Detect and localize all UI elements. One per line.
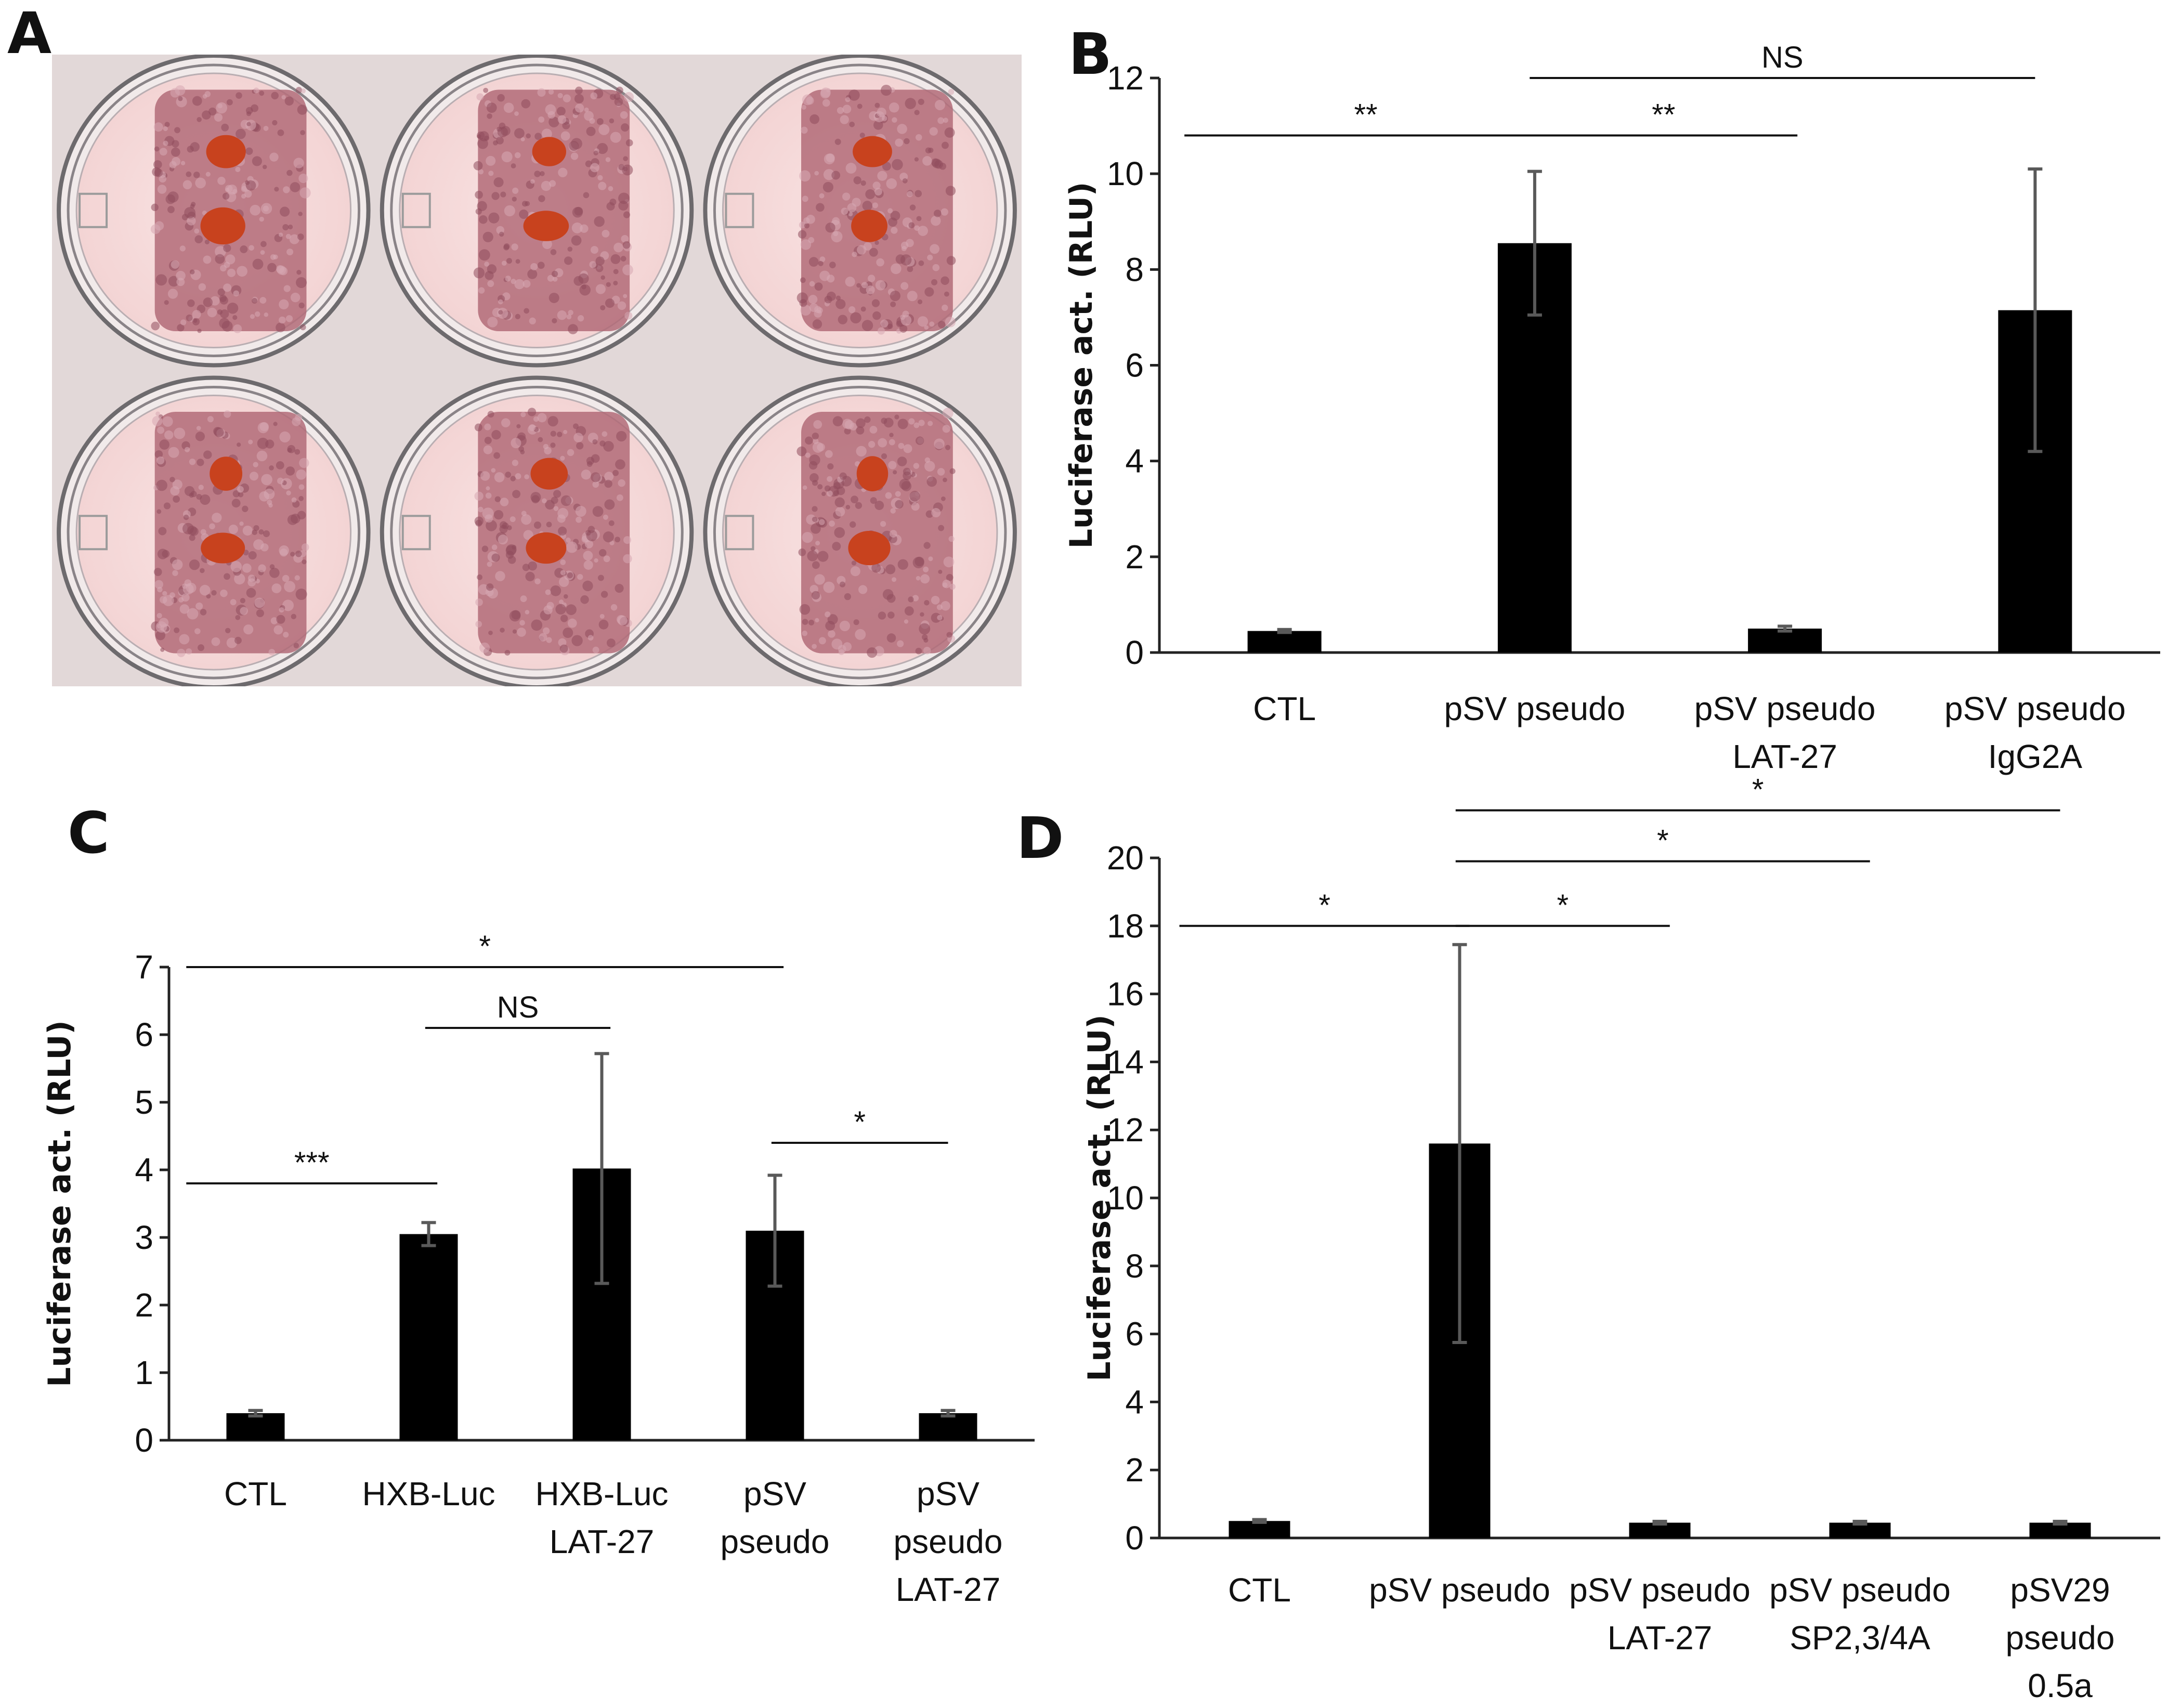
category-label: 0.5a <box>2028 1667 2093 1704</box>
significance-label: NS <box>497 990 539 1024</box>
y-tick-label: 10 <box>1107 1179 1144 1217</box>
cell-pellet <box>530 458 568 490</box>
category-label: CTL <box>224 1475 287 1513</box>
chart-b: 0 2 4 6 8 10 12 Luciferase act. (RLU) CTL pSV pse… <box>1063 41 2160 775</box>
chart-d: 0 2 4 6 8 10 12 14 16 18 20 Luciferase act. (RLU) CT… <box>1081 773 2160 1704</box>
y-tick-label: 14 <box>1107 1043 1144 1080</box>
significance-label: *** <box>294 1146 330 1180</box>
category-label: pSV pseudo <box>1769 1571 1951 1609</box>
panel-letter-a: A <box>7 0 51 67</box>
category-label: HXB-Luc <box>362 1475 495 1513</box>
bar <box>399 1234 458 1440</box>
category-label: pSV pseudo <box>1569 1571 1751 1609</box>
category-label: IgG2A <box>1988 738 2083 775</box>
significance-label: * <box>1557 889 1569 922</box>
category-label: pseudo <box>721 1523 830 1560</box>
well <box>380 375 694 686</box>
bar <box>1748 628 1822 653</box>
category-label: pSV <box>917 1475 979 1513</box>
cell-pellet <box>201 532 245 564</box>
y-tick-label: 1 <box>135 1354 153 1391</box>
y-tick-label: 3 <box>135 1219 153 1256</box>
cell-pellet <box>210 457 243 491</box>
chart-c: 0 1 2 3 4 5 6 7 Luciferase act. (RLU) CTL HXB-Luc H… <box>42 930 1035 1608</box>
bar <box>1247 631 1322 653</box>
category-label: CTL <box>1253 690 1316 727</box>
y-tick-label: 8 <box>1125 251 1144 288</box>
well <box>57 55 371 368</box>
y-tick-label: 6 <box>1125 1315 1144 1353</box>
y-tick-label: 16 <box>1107 975 1144 1013</box>
y-tick-label: 6 <box>1125 347 1144 384</box>
y-tick-label: 0 <box>1125 634 1144 671</box>
category-label: CTL <box>1228 1571 1291 1609</box>
well <box>380 55 694 368</box>
y-tick-label: 6 <box>135 1016 153 1053</box>
category-label: LAT-27 <box>1608 1619 1713 1657</box>
cell-pellet <box>853 136 892 167</box>
panel-letter-c: C <box>68 800 110 866</box>
y-tick-label: 0 <box>1125 1519 1144 1557</box>
y-tick-label: 12 <box>1107 59 1144 97</box>
well <box>703 375 1017 686</box>
cell-pellet <box>851 210 887 242</box>
y-tick-label: 20 <box>1107 839 1144 877</box>
significance-label: * <box>1318 889 1330 922</box>
significance-label: ** <box>1652 98 1675 132</box>
category-label: LAT-27 <box>550 1523 655 1560</box>
category-label: pSV pseudo <box>1444 690 1626 727</box>
well <box>57 375 371 686</box>
y-tick-label: 10 <box>1107 155 1144 192</box>
y-tick-label: 8 <box>1125 1247 1144 1285</box>
significance-label: ** <box>1354 98 1377 132</box>
category-label: LAT-27 <box>1732 738 1837 775</box>
category-label: pSV29 <box>2010 1571 2110 1609</box>
y-tick-label: 7 <box>135 948 153 986</box>
y-tick-label: 12 <box>1107 1111 1144 1149</box>
category-label: pseudo <box>2006 1619 2115 1657</box>
category-label: pseudo <box>894 1523 1003 1560</box>
bar <box>226 1413 285 1440</box>
y-tick-label: 0 <box>135 1422 153 1459</box>
significance-label: * <box>479 930 491 963</box>
cell-pellet <box>206 135 246 168</box>
category-label: pSV pseudo <box>1944 690 2126 727</box>
significance-label: * <box>1657 824 1669 858</box>
y-tick-label: 5 <box>135 1084 153 1121</box>
cell-pellet <box>532 137 566 166</box>
cell-pellet <box>523 211 569 241</box>
well <box>703 55 1017 368</box>
category-label: pSV <box>743 1475 806 1513</box>
y-tick-label: 4 <box>135 1151 153 1189</box>
cell-pellet <box>200 207 245 245</box>
y-tick-label: 4 <box>1125 1383 1144 1420</box>
significance-label: NS <box>1761 41 1804 74</box>
category-label: pSV pseudo <box>1369 1571 1550 1609</box>
y-axis-label: Luciferase act. (RLU) <box>1063 182 1100 549</box>
cell-pellet <box>856 456 889 491</box>
y-tick-label: 2 <box>1125 1451 1144 1489</box>
panel-letter-d: D <box>1016 805 1064 871</box>
cell-pellet <box>848 530 891 566</box>
well-plate-photo <box>52 55 1022 686</box>
y-tick-label: 4 <box>1125 442 1144 480</box>
y-axis-label: Luciferase act. (RLU) <box>42 1020 78 1387</box>
significance-label: * <box>854 1105 866 1139</box>
bar <box>919 1413 977 1440</box>
category-label: pSV pseudo <box>1694 690 1876 727</box>
y-axis-label: Luciferase act. (RLU) <box>1081 1014 1118 1381</box>
y-tick-label: 2 <box>1125 538 1144 576</box>
cell-pellet <box>526 532 567 564</box>
y-tick-label: 18 <box>1107 907 1144 945</box>
panel-letter-b: B <box>1068 21 1112 87</box>
category-label: HXB-Luc <box>535 1475 668 1513</box>
y-tick-label: 2 <box>135 1286 153 1324</box>
category-label: SP2,3/4A <box>1790 1619 1930 1657</box>
category-label: LAT-27 <box>896 1571 1001 1608</box>
significance-label: * <box>1752 773 1764 806</box>
